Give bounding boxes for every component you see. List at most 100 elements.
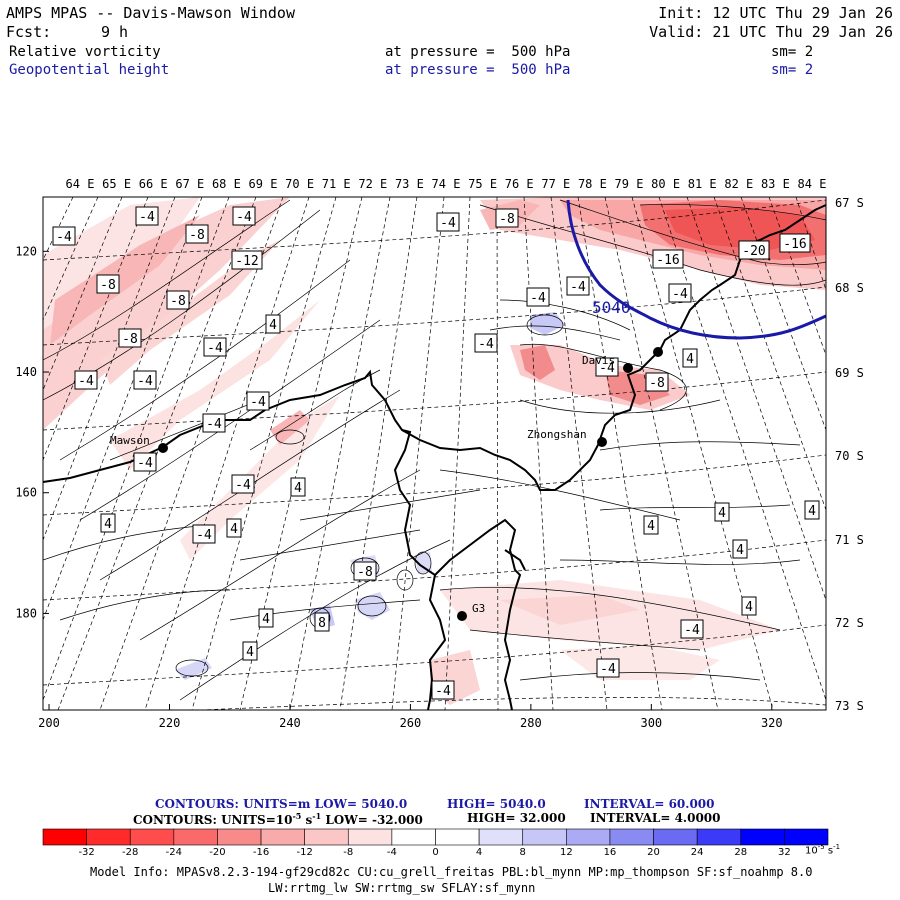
mawson-marker [158,443,168,453]
colorbar-label: 4 [475,847,483,858]
svg-text:4: 4 [294,481,302,496]
svg-text:4: 4 [808,504,816,519]
colorbar-label: 24 [690,847,704,858]
svg-text:-8: -8 [122,332,138,347]
colorbar-swatch [696,828,742,846]
svg-text:-16: -16 [656,253,679,268]
vorticity-label-box: 4 [741,596,757,616]
svg-text:4: 4 [736,543,744,558]
svg-text:4: 4 [745,600,753,615]
svg-text:4: 4 [718,506,726,521]
colorbar-label: -24 [165,847,182,858]
svg-text:-4: -4 [672,287,688,302]
longitude-label: 80 E [651,177,680,191]
colorbar-label: 0 [432,847,439,858]
vorticity-label-box: -4 [474,333,498,353]
model-info: Model Info: MPASv8.2.3-194-gf29cd82c CU:… [90,865,813,879]
longitude-label: 70 E [285,177,314,191]
colorbar-swatch [653,828,698,846]
longitude-label: 66 E [139,177,168,191]
vorticity-label-box: -8 [166,290,190,310]
vorticity-label-box: -4 [232,206,256,226]
geopotential-interval: INTERVAL= 60.000 [584,797,715,811]
valid-time: Valid: 21 UTC Thu 29 Jan 26 [649,23,893,41]
svg-text:8: 8 [318,616,326,631]
vorticity-label-box: -4 [202,413,226,433]
x-tick-label: 260 [400,716,422,730]
svg-text:-4: -4 [137,374,153,389]
colorbar-swatch [347,828,393,846]
colorbar [42,828,829,846]
longitude-label: 81 E [688,177,717,191]
vorticity-contour-info: CONTOURS: UNITS=10-5 s-1 LOW= -32.000 [133,811,423,827]
vorticity-label-box: 4 [100,513,116,533]
colorbar-label: -28 [122,847,139,858]
forecast-label: Fcst: [6,23,52,41]
vorticity-label-box: -4 [52,226,76,246]
vorticity-label-box: -4 [436,212,460,232]
longitude-label: 83 E [761,177,790,191]
vorticity-label-box: -4 [203,337,227,357]
svg-text:4: 4 [104,517,112,532]
svg-text:-4: -4 [236,210,252,225]
latitude-label: 68 S [835,281,864,295]
colorbar-swatch [391,828,436,846]
colorbar-swatch [566,828,611,846]
colorbar-label: 12 [559,847,573,858]
svg-text:-4: -4 [599,361,615,376]
vorticity-label-box: 8 [314,612,330,632]
init-time: Init: 12 UTC Thu 29 Jan 26 [658,4,893,22]
colorbar-swatch [260,828,305,846]
svg-text:-4: -4 [137,456,153,471]
longitude-label: 67 E [175,177,204,191]
vorticity-label-box: -4 [596,658,620,678]
colorbar-swatch [522,828,567,846]
davis-label: Davis [582,354,615,367]
height-contour-label: 5040 [592,298,631,317]
latitude-label: 73 S [835,699,864,713]
colorbar-label: -8 [343,847,354,858]
field2-name: Geopotential height [9,62,170,78]
longitude-label: 82 E [724,177,753,191]
vorticity-label-box: -4 [668,283,692,303]
vorticity-label-box: -16 [652,249,684,269]
colorbar-label: 8 [519,847,526,858]
colorbar-label: 28 [734,847,748,858]
axes: 200 220 240 260 280 300 320 120 140 160 180 64 E 65 … [15,177,864,730]
zhongshan-marker [597,437,607,447]
vorticity-label-box: 4 [242,641,258,661]
longitude-label: 77 E [541,177,570,191]
longitude-label: 68 E [212,177,241,191]
longitude-label: 71 E [322,177,351,191]
x-tick-label: 280 [520,716,542,730]
vorticity-label-box: -4 [135,206,159,226]
latitude-label: 70 S [835,449,864,463]
colorbar-label: -12 [296,847,313,858]
colorbar-swatch [86,828,131,846]
vorticity-label-box: -4 [526,287,550,307]
svg-text:-4: -4 [435,684,451,699]
vorticity-interval: INTERVAL= 4.0000 [590,811,721,825]
vorticity-label-box: 4 [643,515,659,535]
geopotential-contour-info: CONTOURS: UNITS=m LOW= 5040.0 [155,797,408,811]
svg-text:-4: -4 [78,374,94,389]
svg-text:-4: -4 [478,337,494,352]
colorbar-swatch [42,828,87,846]
y-tick-label: 180 [15,606,37,620]
graticule [43,197,826,710]
colorbar-swatch [609,828,654,846]
svg-text:-16: -16 [783,237,806,252]
svg-text:-4: -4 [684,623,700,638]
field2-smoothing: sm= 2 [771,62,814,78]
svg-text:-4: -4 [250,395,266,410]
svg-text:-4: -4 [530,291,546,306]
x-tick-label: 300 [640,716,662,730]
zhongshan-label: Zhongshan [527,428,587,441]
longitude-label: 84 E [798,177,827,191]
colorbar-label: 20 [647,847,660,858]
svg-text:4: 4 [246,645,254,660]
vorticity-label-box: 4 [714,502,730,522]
vorticity-label-box: -4 [431,680,455,700]
colorbar-label: -20 [209,847,226,858]
